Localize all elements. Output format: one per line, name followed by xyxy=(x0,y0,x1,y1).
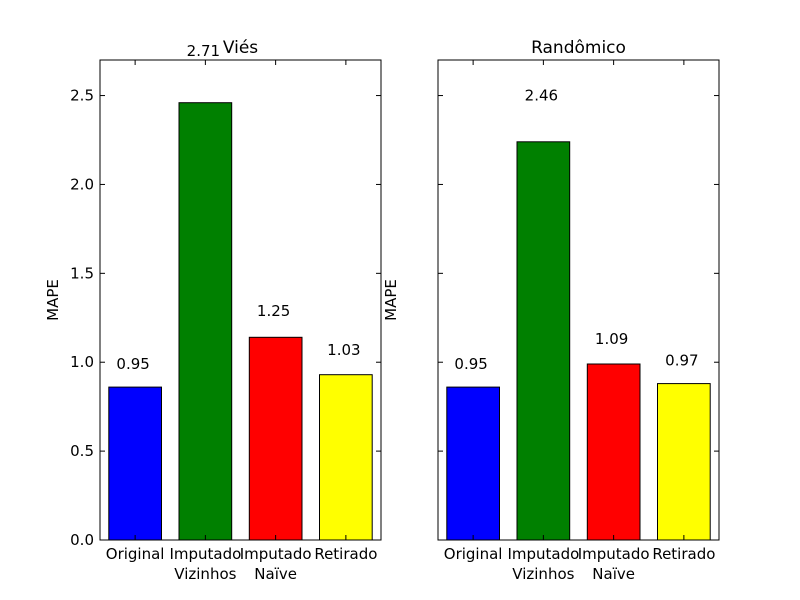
x-tick-label: Naïve xyxy=(254,565,297,583)
x-tick-label: Original xyxy=(444,545,503,563)
bar-4 xyxy=(319,374,373,541)
y-tick-label: 2.5 xyxy=(70,87,94,105)
data-label: 0.95 xyxy=(454,355,487,373)
chart-title: Randômico xyxy=(531,38,626,58)
x-tick-label: Retirado xyxy=(652,545,715,563)
data-label: 0.95 xyxy=(116,355,149,373)
x-tick-label: Imputado xyxy=(507,545,579,563)
x-tick-label: Original xyxy=(106,545,165,563)
x-tick-label: Vizinhos xyxy=(512,565,574,583)
data-label: 2.46 xyxy=(525,87,558,105)
axes-frame xyxy=(437,59,720,541)
y-tick-label: 0.5 xyxy=(70,442,94,460)
y-tick-label: 1.5 xyxy=(70,264,94,282)
data-label: 0.97 xyxy=(665,352,698,370)
x-tick-label: Imputado xyxy=(578,545,650,563)
chart-title: Viés xyxy=(223,38,258,58)
bar-2 xyxy=(516,141,571,541)
x-tick-label: Imputado xyxy=(169,545,241,563)
axes-frame xyxy=(99,59,382,541)
y-tick-label: 2.0 xyxy=(70,175,94,193)
data-label: 1.25 xyxy=(257,302,290,320)
y-axis-label: MAPE xyxy=(44,279,62,321)
data-label: 1.03 xyxy=(327,341,360,359)
bar-1 xyxy=(446,386,500,541)
x-tick-label: Naïve xyxy=(592,565,635,583)
bar-2 xyxy=(178,102,233,541)
x-tick-label: Vizinhos xyxy=(174,565,236,583)
x-tick-label: Imputado xyxy=(240,545,312,563)
y-tick-label: 1.0 xyxy=(70,353,94,371)
data-label: 2.71 xyxy=(187,42,220,60)
bar-3 xyxy=(248,336,303,541)
bar-3 xyxy=(586,363,641,541)
data-label: 1.09 xyxy=(595,330,628,348)
y-tick-label: 0.0 xyxy=(70,531,94,549)
x-tick-label: Retirado xyxy=(314,545,377,563)
bar-1 xyxy=(108,386,163,541)
bar-4 xyxy=(657,383,711,541)
y-axis-label: MAPE xyxy=(382,279,400,321)
